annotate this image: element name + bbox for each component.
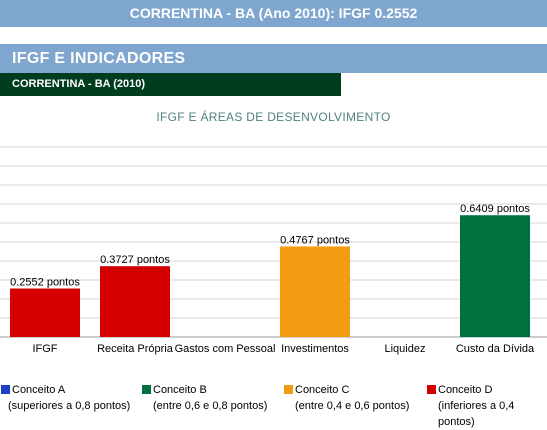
- legend-swatch-d: [427, 385, 436, 394]
- legend-swatch-a: [1, 385, 10, 394]
- subsection-title: CORRENTINA - BA (2010): [0, 73, 341, 96]
- data-label-0: 0.2552 pontos: [10, 277, 80, 289]
- data-label-1: 0.3727 pontos: [100, 254, 170, 266]
- bar-5: [460, 215, 530, 337]
- data-label-5: 0.6409 pontos: [460, 203, 530, 215]
- chart-title: IFGF E ÁREAS DE DESENVOLVIMENTO: [156, 110, 391, 124]
- category-label-0: IFGF: [32, 343, 57, 355]
- legend-item-d: Conceito D (inferiores a 0,4 pontos): [427, 382, 547, 430]
- legend-range-c: (entre 0,4 e 0,6 pontos): [295, 400, 410, 412]
- legend-item-a: Conceito A (superiores a 0,8 pontos): [1, 382, 130, 414]
- bar-3: [280, 246, 350, 337]
- legend-range-a: (superiores a 0,8 pontos): [8, 400, 131, 412]
- legend-item-c: Conceito C (entre 0,4 e 0,6 pontos): [284, 382, 409, 414]
- legend-label-c: Conceito C: [295, 384, 350, 396]
- section-title: IFGF E INDICADORES: [0, 44, 547, 73]
- bar-chart: 0.2552 pontos IFGF 0.3727 pontos Receita Pr…: [0, 146, 547, 355]
- category-label-2: Gastos com Pessoal: [175, 343, 276, 355]
- legend-label-d: Conceito D: [438, 384, 493, 396]
- legend-label-a: Conceito A: [12, 384, 66, 396]
- legend-label-b: Conceito B: [153, 384, 207, 396]
- legend-range-d: (inferiores a 0,4 pontos): [438, 400, 515, 428]
- bar-1: [100, 266, 170, 337]
- category-label-4: Liquidez: [385, 343, 426, 355]
- category-label-1: Receita Própria: [97, 343, 174, 355]
- legend-item-b: Conceito B (entre 0,6 e 0,8 pontos): [142, 382, 267, 414]
- category-label-5: Custo da Dívida: [456, 343, 535, 355]
- legend-swatch-b: [142, 385, 151, 394]
- legend-range-b: (entre 0,6 e 0,8 pontos): [153, 400, 268, 412]
- page-header: CORRENTINA - BA (Ano 2010): IFGF 0.2552: [0, 0, 547, 27]
- category-label-3: Investimentos: [281, 343, 349, 355]
- bar-0: [10, 288, 80, 337]
- legend-swatch-c: [284, 385, 293, 394]
- data-label-3: 0.4767 pontos: [280, 234, 350, 246]
